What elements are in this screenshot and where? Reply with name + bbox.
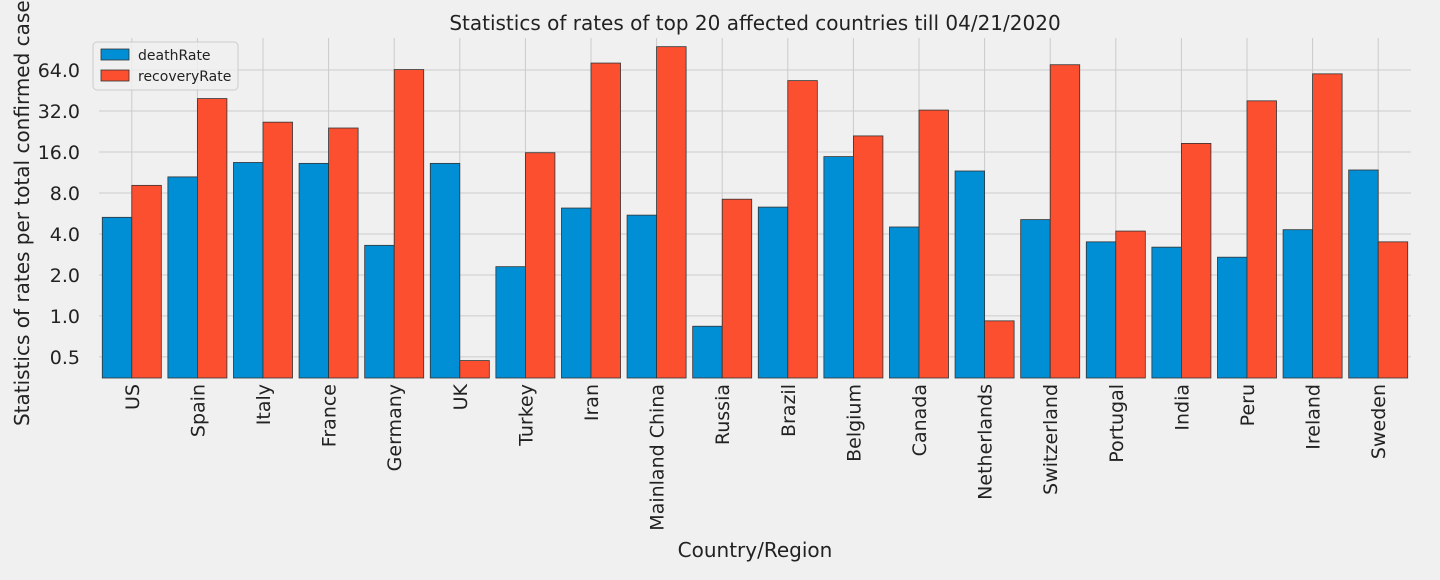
legend-swatch-recoveryrate [100, 69, 130, 82]
bar-deathrate-germany [364, 244, 395, 379]
y-tick-label: 8.0 [50, 183, 80, 205]
bar-recoveryrate-turkey [525, 152, 556, 379]
x-tick-label-netherlands: Netherlands [975, 384, 997, 500]
y-axis-ticks: 0.5 1.0 2.0 4.0 8.0 16.0 32.0 64.0 [38, 60, 80, 369]
x-tick-label-uk: UK [450, 383, 472, 410]
bar-deathrate-russia [692, 325, 723, 379]
x-tick-label-india: India [1171, 384, 1193, 431]
x-tick-label-canada: Canada [909, 384, 931, 456]
y-tick-label: 64.0 [38, 60, 80, 82]
bar-recoveryrate-russia [721, 198, 753, 379]
bar-recoveryrate-italy [262, 121, 293, 379]
bar-recoveryrate-peru [1246, 100, 1277, 379]
x-tick-label-iran: Iran [581, 384, 603, 421]
bar-recoveryrate-iran [590, 62, 621, 379]
bar-deathrate-canada [889, 226, 920, 379]
x-tick-label-peru: Peru [1237, 384, 1259, 426]
legend: deathRate recoveryRate [92, 41, 239, 91]
bar-recoveryrate-mainland-china [656, 46, 687, 379]
bar-recoveryrate-brazil [787, 80, 818, 379]
bars [101, 46, 1409, 379]
bar-deathrate-ireland [1282, 229, 1313, 379]
bar-recoveryrate-belgium [853, 135, 884, 379]
x-tick-label-germany: Germany [384, 384, 406, 471]
bar-recoveryrate-sweden [1377, 241, 1409, 379]
x-tick-label-italy: Italy [253, 384, 275, 425]
bar-deathrate-peru [1217, 256, 1248, 379]
x-tick-label-switzerland: Switzerland [1040, 384, 1062, 495]
bar-recoveryrate-netherlands [984, 320, 1015, 379]
bar-deathrate-turkey [495, 266, 526, 379]
bar-recoveryrate-ireland [1312, 73, 1343, 379]
bar-deathrate-portugal [1085, 241, 1117, 379]
bar-deathrate-spain [167, 176, 198, 379]
legend-label-recoveryrate: recoveryRate [138, 69, 231, 85]
bar-deathrate-italy [233, 162, 264, 379]
bar-recoveryrate-portugal [1115, 230, 1146, 379]
bar-recoveryrate-spain [196, 98, 228, 379]
y-tick-label: 1.0 [50, 306, 80, 328]
bar-deathrate-belgium [823, 156, 854, 379]
y-tick-label: 4.0 [50, 224, 80, 246]
y-tick-label: 32.0 [38, 101, 80, 123]
x-tick-label-mainland-china: Mainland China [647, 384, 669, 531]
bar-recoveryrate-us [131, 184, 162, 379]
x-axis-title: Country/Region [678, 538, 833, 562]
x-tick-label-portugal: Portugal [1106, 384, 1128, 463]
bar-deathrate-mainland-china [626, 214, 658, 379]
x-tick-label-ireland: Ireland [1303, 384, 1325, 450]
bar-deathrate-iran [561, 207, 592, 379]
chart-title: Statistics of rates of top 20 affected c… [449, 11, 1060, 35]
bar-recoveryrate-uk [459, 360, 490, 379]
bar-deathrate-brazil [757, 206, 789, 379]
x-axis-ticks: US Spain Italy France Germany UK Turkey Iran Mai… [122, 383, 1390, 530]
legend-label-deathrate: deathRate [138, 48, 211, 64]
x-tick-label-sweden: Sweden [1368, 384, 1390, 459]
bar-recoveryrate-switzerland [1049, 64, 1081, 379]
bar-recoveryrate-france [328, 127, 359, 379]
bar-recoveryrate-canada [918, 109, 949, 379]
x-tick-label-france: France [319, 384, 341, 447]
bar-deathrate-uk [429, 162, 461, 379]
bar-deathrate-france [298, 162, 329, 379]
x-tick-label-belgium: Belgium [843, 384, 865, 462]
y-axis-title: Statistics of rates per total confirmed … [10, 0, 34, 426]
bar-recoveryrate-india [1181, 143, 1212, 379]
x-tick-label-us: US [122, 384, 144, 410]
y-tick-label: 16.0 [38, 142, 80, 164]
bar-deathrate-sweden [1348, 169, 1379, 379]
bar-deathrate-netherlands [954, 170, 986, 379]
x-tick-label-russia: Russia [712, 384, 734, 445]
y-tick-label: 0.5 [50, 347, 80, 369]
x-tick-label-spain: Spain [187, 384, 209, 437]
bar-deathrate-us [101, 216, 133, 379]
x-tick-label-turkey: Turkey [515, 384, 537, 447]
bar-deathrate-switzerland [1020, 219, 1051, 379]
y-tick-label: 2.0 [50, 265, 80, 287]
legend-swatch-deathrate [100, 48, 130, 61]
x-tick-label-brazil: Brazil [778, 384, 800, 437]
bar-recoveryrate-germany [393, 69, 425, 379]
bar-deathrate-india [1151, 246, 1182, 379]
